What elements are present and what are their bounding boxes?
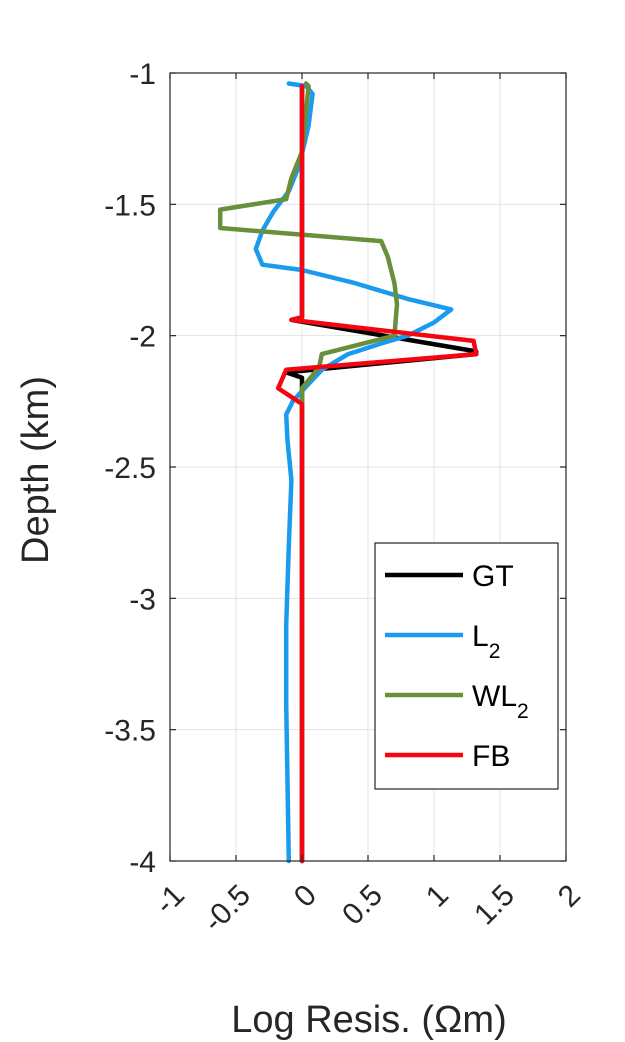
legend-entry: GT (472, 560, 514, 593)
y-tick-label: -3 (129, 583, 156, 616)
x-tick-label: 1 (420, 879, 455, 914)
y-tick-label: -1.5 (104, 189, 156, 222)
legend-label: GT (472, 560, 514, 593)
series-line-wl2 (217, 81, 400, 864)
legend-label-subscript: 2 (517, 700, 529, 723)
legend-box (374, 542, 559, 790)
x-tick-label: 0 (288, 879, 323, 914)
x-tick-labels: -1 -0.5 0 0.5 1 1.5 2 (149, 879, 587, 939)
legend-entry: L2 (472, 620, 500, 663)
y-axis-title: Depth (km) (15, 376, 57, 564)
series-layer (217, 81, 479, 864)
y-tick-label: -2.5 (104, 452, 156, 485)
series-line-fb (275, 83, 479, 864)
legend-label: FB (472, 740, 510, 773)
x-tick-label: -0.5 (197, 879, 257, 939)
x-tick-label: 1.5 (468, 879, 521, 932)
y-tick-label: -4 (129, 846, 156, 879)
legend-entry: FB (472, 740, 510, 773)
ticks (169, 72, 567, 862)
legend-label: L (472, 620, 489, 653)
x-tick-label: -1 (149, 879, 191, 921)
y-tick-label: -1 (129, 58, 156, 91)
y-tick-label: -2 (129, 321, 156, 354)
legend-entry: WL2 (472, 680, 529, 723)
x-axis-title: Log Resis. (Ωm) (231, 999, 506, 1041)
y-tick-label: -3.5 (104, 715, 156, 748)
legend-label-subscript: 2 (489, 640, 501, 663)
y-tick-labels: -1 -1.5 -2 -2.5 -3 -3.5 -4 (104, 58, 156, 879)
legend-label: WL (472, 680, 517, 713)
x-tick-label: 0.5 (336, 879, 389, 932)
x-tick-label: 2 (552, 879, 587, 914)
